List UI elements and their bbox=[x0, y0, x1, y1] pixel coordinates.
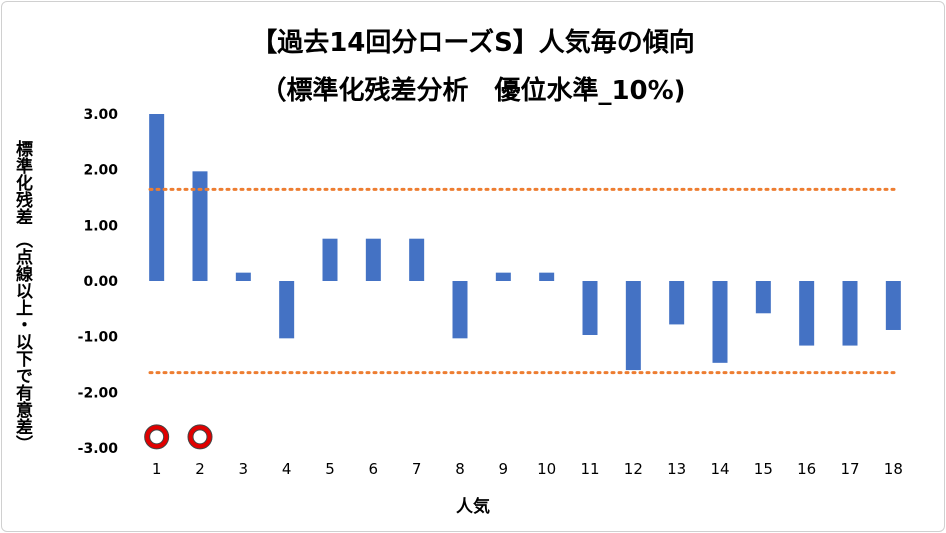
y-axis-label-line1: 標準化残差 bbox=[12, 140, 32, 225]
y-axis-label: 標準化残差 （点線以上・以下で有意差） bbox=[10, 140, 35, 452]
bar bbox=[192, 171, 208, 281]
y-tick-label: 3.00 bbox=[83, 107, 118, 123]
bar bbox=[669, 281, 685, 325]
y-tick-label: -1.00 bbox=[78, 330, 119, 346]
y-tick-label: -2.00 bbox=[78, 385, 119, 401]
y-axis-label-line2: （点線以上・以下で有意差） bbox=[12, 230, 32, 452]
x-tick-label: 17 bbox=[840, 460, 859, 478]
y-tick-label: 2.00 bbox=[83, 163, 118, 179]
bar bbox=[279, 281, 295, 339]
x-tick-label: 12 bbox=[624, 460, 643, 478]
bar bbox=[495, 272, 511, 281]
x-axis-label: 人気 bbox=[456, 497, 490, 517]
x-tick-label: 6 bbox=[369, 460, 379, 478]
x-tick-label: 16 bbox=[797, 460, 816, 478]
bar bbox=[625, 281, 641, 371]
y-tick-label: 1.00 bbox=[83, 218, 118, 234]
x-tick-label: 1 bbox=[152, 460, 162, 478]
x-tick-label: 18 bbox=[884, 460, 903, 478]
bar bbox=[365, 238, 381, 281]
x-tick-label: 3 bbox=[239, 460, 249, 478]
bar bbox=[755, 281, 771, 314]
x-tick-label: 4 bbox=[282, 460, 292, 478]
bar bbox=[322, 238, 338, 281]
x-tick-label: 9 bbox=[499, 460, 509, 478]
bar bbox=[409, 238, 425, 281]
bar bbox=[885, 281, 901, 330]
bar bbox=[149, 114, 165, 281]
x-tick-label: 10 bbox=[537, 460, 556, 478]
bar bbox=[582, 281, 598, 335]
bar bbox=[452, 281, 468, 339]
x-tick-label: 5 bbox=[325, 460, 335, 478]
x-tick-label: 7 bbox=[412, 460, 422, 478]
y-tick-label: 0.00 bbox=[83, 274, 118, 290]
bar bbox=[842, 281, 858, 346]
chart-title-line1: 【過去14回分ローズS】人気毎の傾向 bbox=[251, 28, 695, 58]
x-tick-label: 14 bbox=[710, 460, 729, 478]
bar bbox=[539, 272, 555, 281]
x-tick-label: 11 bbox=[580, 460, 599, 478]
marker-circle-inner bbox=[149, 429, 165, 445]
y-tick-label: -3.00 bbox=[78, 441, 119, 457]
bar bbox=[235, 272, 251, 281]
x-tick-label: 2 bbox=[195, 460, 205, 478]
x-tick-label: 13 bbox=[667, 460, 686, 478]
bar bbox=[799, 281, 815, 346]
marker-circle-inner bbox=[192, 429, 208, 445]
x-tick-label: 15 bbox=[754, 460, 773, 478]
x-tick-label: 8 bbox=[455, 460, 465, 478]
bar bbox=[712, 281, 728, 363]
chart-title-line2: （標準化残差分析 優位水準_10%) bbox=[260, 76, 686, 106]
